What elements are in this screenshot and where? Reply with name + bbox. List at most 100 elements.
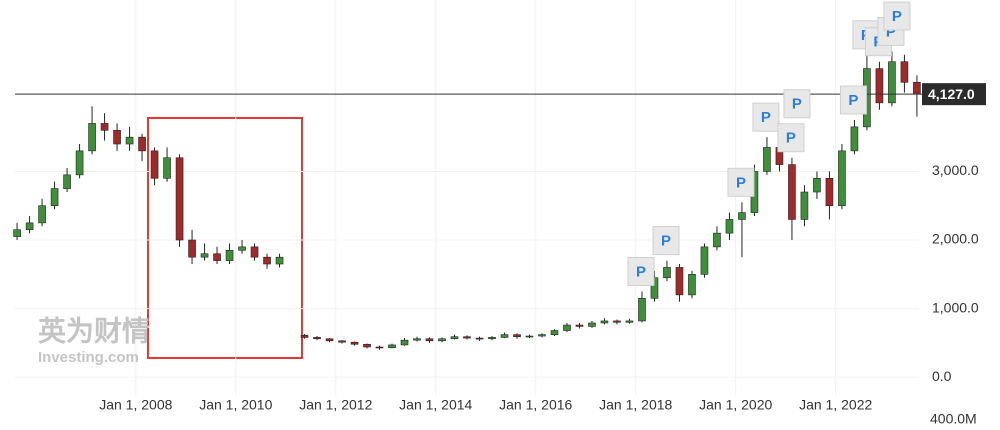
- candle-body: [513, 334, 521, 338]
- candle-body: [738, 212, 746, 220]
- watermark-sub: Investing.com: [38, 349, 139, 366]
- candle-body: [763, 147, 771, 172]
- event-marker: [652, 226, 680, 256]
- candle-body: [538, 334, 546, 337]
- candle-body: [325, 338, 334, 342]
- event-marker-label: P: [736, 174, 746, 191]
- candle-body: [575, 324, 584, 327]
- x-tick-label: Jan 1, 2008: [99, 397, 172, 413]
- candle-body: [363, 343, 371, 348]
- x-tick-label: Jan 1, 2014: [399, 397, 472, 413]
- candle-body: [175, 157, 184, 241]
- candle-body: [13, 229, 21, 237]
- candle-body: [350, 341, 359, 345]
- candle-body: [675, 267, 684, 296]
- candle-body: [150, 150, 159, 179]
- candle-body: [413, 338, 421, 341]
- candle-body: [250, 246, 259, 258]
- candle-body: [50, 188, 59, 207]
- candle-body: [900, 61, 909, 83]
- candle-body: [475, 337, 484, 340]
- event-marker-label: P: [848, 92, 858, 109]
- y-tick-label: 2,000.0: [932, 231, 979, 247]
- event-marker: [839, 85, 867, 115]
- event-marker: [727, 167, 755, 197]
- candle-body: [313, 337, 321, 340]
- candle-body: [588, 322, 596, 327]
- candle-body: [275, 256, 284, 265]
- x-tick-label: Jan 1, 2012: [299, 397, 372, 413]
- candle-body: [488, 337, 496, 340]
- candle-body: [725, 219, 734, 234]
- x-tick-label: Jan 1, 2020: [699, 397, 772, 413]
- candle-body: [113, 129, 121, 145]
- event-marker-label: P: [792, 96, 802, 113]
- y-tick-label: 3,000.0: [932, 162, 979, 178]
- x-tick-label: Jan 1, 2022: [799, 397, 872, 413]
- event-marker: [783, 89, 811, 119]
- candle-body: [888, 61, 896, 104]
- event-marker-label: P: [886, 23, 896, 40]
- candle-body: [88, 123, 96, 152]
- event-marker: [777, 123, 805, 153]
- candle-body: [200, 253, 209, 258]
- candle-body: [163, 157, 171, 179]
- candle-body: [463, 336, 471, 339]
- candle-body: [688, 274, 696, 296]
- candle-body: [75, 150, 84, 176]
- candle-body: [813, 177, 821, 193]
- candle-body: [300, 335, 309, 338]
- candle-body: [400, 339, 409, 346]
- candle-body: [125, 136, 134, 145]
- candle-body: [338, 340, 346, 343]
- candle-body: [138, 136, 146, 152]
- event-marker-label: P: [761, 109, 771, 126]
- x-tick-label: Jan 1, 2010: [199, 397, 272, 413]
- candle-body: [625, 320, 634, 323]
- event-marker-label: P: [661, 233, 671, 250]
- candle-body: [225, 250, 234, 261]
- y-tick-label: 1,000.0: [932, 299, 979, 315]
- candle-body: [438, 338, 446, 342]
- y-tick-label: 0.0: [932, 368, 952, 384]
- watermark: 英为财情: [38, 315, 150, 346]
- candle-body: [800, 191, 809, 220]
- event-marker: [752, 102, 780, 132]
- candle-body: [550, 330, 559, 335]
- candle-body: [600, 320, 609, 324]
- candle-body: [850, 126, 859, 152]
- candle-body: [25, 222, 34, 231]
- last-price-label: 4,127.0: [928, 86, 975, 102]
- candle-body: [388, 344, 396, 348]
- candle-body: [38, 205, 46, 224]
- candle-body: [238, 246, 246, 251]
- candle-body: [875, 68, 884, 104]
- last-price-box: [922, 83, 986, 106]
- candle-body: [100, 123, 109, 131]
- candle-body: [825, 177, 834, 207]
- event-marker-label: P: [636, 263, 646, 280]
- event-marker: [883, 1, 911, 31]
- plot-area: 0.0 1,000.0 2,000.0 3,000.0 Jan 1, 2008 Jan 1…: [13, 0, 979, 413]
- candle-body: [425, 338, 434, 342]
- candle-body: [563, 324, 571, 331]
- candle-body: [663, 267, 671, 279]
- candle-body: [838, 150, 846, 207]
- candle-body: [63, 174, 71, 189]
- candle-body: [375, 346, 384, 349]
- candle-body: [613, 320, 621, 323]
- highlight-box: [147, 117, 303, 359]
- candle-body: [713, 232, 721, 248]
- candle-body: [263, 256, 271, 265]
- candle-body: [913, 81, 921, 95]
- candle-body: [500, 334, 509, 338]
- event-marker: [627, 256, 655, 286]
- candle-body: [188, 239, 196, 258]
- candle-body: [525, 335, 534, 338]
- event-marker-label: P: [892, 8, 902, 25]
- candle-body: [450, 336, 459, 340]
- event-marker-label: P: [786, 130, 796, 147]
- volume-axis-label: 400.0M: [930, 411, 977, 427]
- candle-body: [638, 298, 646, 322]
